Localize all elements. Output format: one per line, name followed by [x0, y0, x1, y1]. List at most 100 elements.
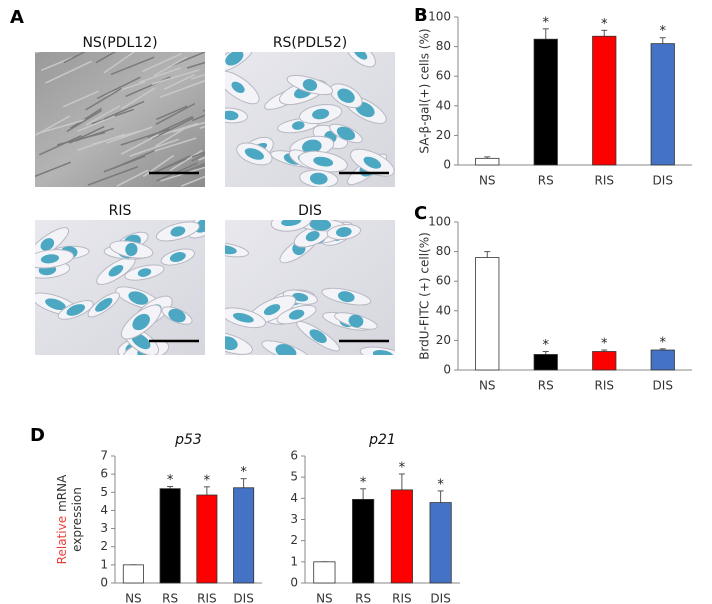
chart-title: p21 — [368, 432, 396, 448]
y-tick-label: 2 — [290, 533, 298, 547]
stain — [305, 230, 320, 242]
fibroblast — [191, 52, 194, 53]
fibroblast — [191, 164, 205, 173]
y-tick-label: 60 — [436, 274, 451, 288]
fibroblast — [69, 125, 105, 144]
y-axis-label: expression — [70, 487, 84, 552]
fibroblast — [120, 134, 159, 155]
stain — [309, 220, 332, 231]
fibroblast — [35, 52, 41, 54]
x-tick-label: RIS — [197, 592, 217, 604]
significance-mark: * — [543, 338, 550, 353]
stain — [168, 308, 186, 323]
significance-mark: * — [399, 460, 406, 475]
y-tick-label: 80 — [436, 244, 451, 258]
panel-label: A — [10, 7, 24, 28]
micrograph — [35, 220, 205, 355]
fibroblast — [147, 115, 193, 139]
fibroblast — [152, 158, 187, 174]
panel-label: D — [30, 425, 45, 446]
fibroblast — [38, 134, 82, 156]
stain — [309, 172, 328, 185]
stain — [232, 312, 254, 323]
fibroblast — [103, 52, 136, 74]
fibroblast — [151, 69, 200, 85]
fibroblast — [129, 138, 179, 157]
panel-label: C — [414, 203, 427, 224]
fibroblast — [96, 76, 141, 100]
y-axis-label-part: expression — [70, 487, 84, 552]
fibroblast — [151, 117, 194, 140]
fibroblast — [142, 154, 175, 178]
image-label: RIS — [109, 203, 132, 219]
y-tick-label: 5 — [290, 470, 298, 484]
y-axis-label: Relative mRNA — [55, 474, 69, 564]
significance-mark: * — [601, 17, 608, 32]
stain — [353, 52, 368, 60]
fibroblast — [154, 137, 197, 152]
fibroblast — [74, 127, 114, 142]
y-tick-label: 6 — [100, 467, 108, 481]
significance-mark: * — [204, 473, 211, 488]
stain — [225, 245, 237, 255]
stain — [95, 297, 113, 312]
fibroblast — [186, 61, 205, 69]
fibroblast — [70, 107, 102, 129]
significance-mark: * — [360, 475, 367, 490]
bar — [650, 349, 675, 371]
significance-mark: * — [601, 337, 608, 352]
x-tick-label: RS — [538, 379, 554, 393]
stain — [194, 220, 205, 233]
fibroblast — [103, 155, 146, 173]
significance-mark: * — [240, 465, 247, 480]
x-tick-label: NS — [316, 592, 333, 604]
stain — [40, 254, 60, 264]
bar — [533, 38, 558, 166]
bar — [533, 354, 558, 371]
cells — [225, 52, 395, 187]
x-tick-label: RS — [538, 174, 554, 188]
fibroblast — [181, 175, 205, 187]
significance-mark: * — [167, 473, 174, 488]
x-tick-label: DIS — [653, 174, 673, 188]
fibroblast — [77, 115, 115, 132]
fibroblast — [85, 105, 121, 126]
stain — [288, 309, 305, 320]
bar — [159, 488, 181, 584]
image-label: NS(PDL12) — [82, 35, 157, 51]
stain — [292, 292, 309, 302]
y-tick-label: 0 — [443, 363, 451, 377]
stain — [363, 156, 382, 169]
fibroblast — [92, 130, 141, 145]
fibroblast — [142, 52, 182, 73]
fibroblast — [85, 87, 122, 111]
stain — [302, 139, 322, 154]
bar — [233, 487, 255, 584]
cells — [225, 220, 395, 355]
y-tick-label: 1 — [100, 557, 108, 571]
fibroblast — [63, 52, 86, 64]
significance-mark: * — [543, 15, 550, 30]
x-tick-label: DIS — [653, 379, 673, 393]
bar — [352, 498, 375, 584]
fibroblast — [103, 100, 145, 120]
stain — [225, 52, 244, 66]
y-axis-label: BrdU-FITC (+) cell(%) — [418, 232, 432, 360]
panel-label: B — [414, 5, 428, 26]
stain — [170, 226, 186, 237]
stain — [281, 220, 302, 227]
stain — [225, 336, 238, 351]
stain — [225, 110, 239, 121]
significance-mark: * — [660, 24, 667, 39]
fibroblast — [170, 52, 205, 67]
fibroblast — [116, 169, 149, 187]
fibroblast — [191, 153, 205, 162]
fibroblast — [172, 121, 205, 133]
x-tick-label: DIS — [233, 592, 253, 604]
significance-mark: * — [437, 477, 444, 492]
fibroblast — [36, 119, 86, 135]
y-tick-label: 0 — [290, 576, 298, 590]
y-tick-label: 1 — [290, 554, 298, 568]
y-tick-label: 20 — [436, 128, 451, 142]
